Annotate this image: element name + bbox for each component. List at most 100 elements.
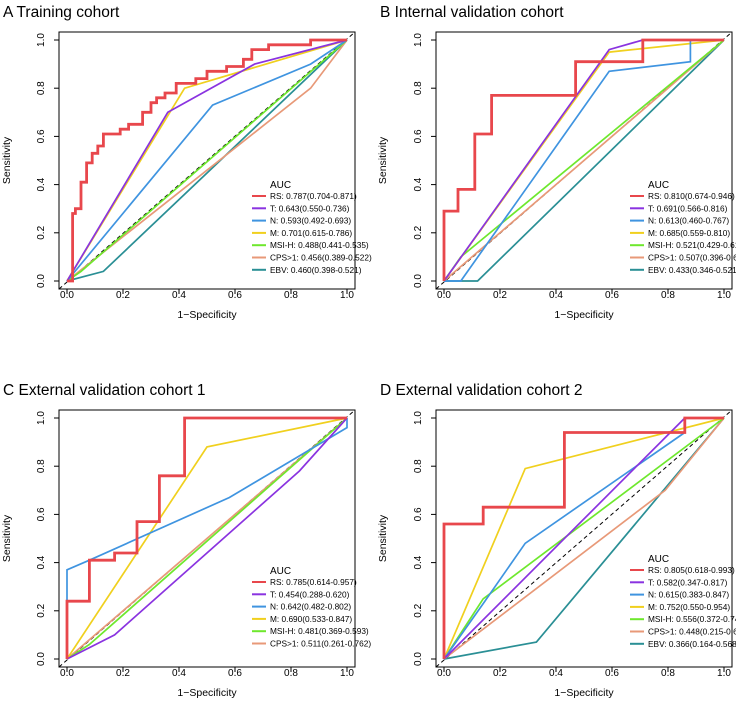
y-tick-label: 0.0 bbox=[413, 274, 424, 288]
legend-entry: T: 0.691(0.566-0.816) bbox=[648, 203, 728, 213]
x-tick-label: 0.2 bbox=[116, 668, 130, 679]
roc-curve-n bbox=[66, 418, 348, 659]
legend-entry: EBV: 0.433(0.346-0.521) bbox=[648, 265, 736, 275]
x-axis-label: 1−Specificity bbox=[177, 309, 237, 321]
panel-title: C External validation cohort 1 bbox=[3, 382, 205, 399]
legend-entry: EBV: 0.460(0.398-0.521) bbox=[270, 265, 362, 275]
reference-diagonal bbox=[436, 410, 732, 667]
legend-entry: M: 0.685(0.559-0.810) bbox=[648, 228, 730, 238]
y-tick-label: 0.6 bbox=[36, 507, 47, 521]
y-axis-label: Sensitivity bbox=[377, 514, 389, 562]
y-tick-label: 0.8 bbox=[413, 459, 424, 473]
x-tick-label: 0.0 bbox=[60, 668, 74, 679]
panel-title: A Training cohort bbox=[3, 4, 120, 21]
x-tick-label: 0.2 bbox=[493, 668, 507, 679]
y-tick-label: 0.0 bbox=[413, 652, 424, 666]
x-tick-label: 0.4 bbox=[549, 668, 563, 679]
y-tick-label: 0.4 bbox=[413, 555, 424, 569]
legend-entry: CPS>1: 0.511(0.261-0.762) bbox=[270, 639, 371, 649]
panel-d: D External validation cohort 2 0.0 0.2 0.4 0… bbox=[377, 382, 736, 699]
y-tick-label: 1.0 bbox=[36, 411, 47, 425]
plot-frame bbox=[435, 31, 733, 290]
y-tick-label: 0.8 bbox=[36, 459, 47, 473]
y-axis-label: Sensitivity bbox=[1, 514, 13, 562]
legend-entry: MSI-H: 0.488(0.441-0.535) bbox=[270, 240, 369, 250]
y-tick-label: 0.2 bbox=[36, 225, 47, 239]
panel-c: C External validation cohort 1 0.0 0.2 0.4 0… bbox=[1, 382, 371, 699]
y-tick-label: 1.0 bbox=[36, 33, 47, 47]
y-axis-label: Sensitivity bbox=[1, 136, 13, 184]
x-tick-label: 0.6 bbox=[228, 290, 242, 301]
legend-entry: N: 0.642(0.482-0.802) bbox=[270, 602, 351, 612]
roc-curve-rs bbox=[65, 416, 347, 659]
legend-entry: CPS>1: 0.448(0.215-0.680) bbox=[648, 627, 736, 637]
x-tick-label: 1.0 bbox=[340, 290, 354, 301]
panel-b: B Internal validation cohort 0.0 0.2 0.4 0.6… bbox=[377, 4, 736, 321]
roc-curve-cps-1 bbox=[66, 39, 348, 282]
y-tick-label: 0.4 bbox=[413, 177, 424, 191]
y-tick-label: 0.8 bbox=[36, 81, 47, 95]
legend-title: AUC bbox=[648, 180, 669, 191]
y-tick-label: 0.6 bbox=[36, 129, 47, 143]
legend-entry: RS: 0.785(0.614-0.957) bbox=[270, 577, 357, 587]
y-tick-label: 0.6 bbox=[413, 129, 424, 143]
y-tick-label: 0.0 bbox=[36, 274, 47, 288]
roc-curve-rs bbox=[442, 416, 724, 659]
legend-title: AUC bbox=[270, 566, 291, 577]
legend-entry: T: 0.582(0.347-0.817) bbox=[648, 577, 728, 587]
panel-a: A Training cohort 0.0 0.2 0.4 0.6 0.8 1.0 0.0 0.… bbox=[1, 4, 372, 321]
y-tick-label: 0.8 bbox=[413, 81, 424, 95]
x-axis-label: 1−Specificity bbox=[554, 309, 614, 321]
y-tick-label: 1.0 bbox=[413, 33, 424, 47]
legend-entry: MSI-H: 0.481(0.369-0.593) bbox=[270, 626, 369, 636]
y-tick-label: 0.0 bbox=[36, 652, 47, 666]
legend-entry: RS: 0.805(0.618-0.993) bbox=[648, 565, 735, 575]
legend-entry: T: 0.454(0.288-0.620) bbox=[270, 589, 350, 599]
legend-entry: CPS>1: 0.456(0.389-0.522) bbox=[270, 253, 372, 263]
legend-entry: N: 0.593(0.492-0.693) bbox=[270, 216, 351, 226]
x-tick-label: 1.0 bbox=[717, 290, 731, 301]
x-tick-label: 0.0 bbox=[60, 290, 74, 301]
legend-title: AUC bbox=[648, 554, 669, 565]
legend-entry: M: 0.752(0.550-0.954) bbox=[648, 602, 730, 612]
roc-curve-cps-1 bbox=[443, 417, 725, 660]
x-tick-label: 0.4 bbox=[172, 290, 186, 301]
x-tick-label: 1.0 bbox=[340, 668, 354, 679]
x-tick-label: 0.4 bbox=[172, 668, 186, 679]
y-tick-label: 0.2 bbox=[413, 603, 424, 617]
x-tick-label: 0.2 bbox=[493, 290, 507, 301]
x-axis-label: 1−Specificity bbox=[177, 687, 237, 699]
roc-curve-msi-h bbox=[443, 417, 725, 660]
legend-entry: RS: 0.787(0.704-0.871) bbox=[270, 191, 357, 201]
legend-entry: EBV: 0.366(0.164-0.568) bbox=[648, 639, 736, 649]
legend-entry: M: 0.690(0.533-0.847) bbox=[270, 614, 352, 624]
legend-title: AUC bbox=[270, 180, 291, 191]
x-tick-label: 0.8 bbox=[661, 290, 675, 301]
roc-curve-m bbox=[66, 417, 348, 660]
y-tick-label: 0.2 bbox=[36, 603, 47, 617]
x-tick-label: 0.0 bbox=[437, 290, 451, 301]
y-tick-label: 0.4 bbox=[36, 555, 47, 569]
roc-curve-n bbox=[66, 39, 348, 282]
x-tick-label: 1.0 bbox=[717, 668, 731, 679]
roc-curve-t bbox=[66, 39, 348, 282]
legend-entry: M: 0.701(0.615-0.786) bbox=[270, 228, 352, 238]
plot-frame bbox=[58, 31, 356, 290]
x-tick-label: 0.8 bbox=[284, 668, 298, 679]
legend-entry: RS: 0.810(0.674-0.946) bbox=[648, 191, 735, 201]
legend-entry: T: 0.643(0.550-0.736) bbox=[270, 203, 350, 213]
legend-entry: N: 0.615(0.383-0.847) bbox=[648, 590, 729, 600]
y-axis-label: Sensitivity bbox=[377, 136, 389, 184]
x-tick-label: 0.8 bbox=[284, 290, 298, 301]
plot-frame bbox=[435, 409, 733, 668]
roc-curve-rs bbox=[442, 38, 724, 281]
x-tick-label: 0.0 bbox=[437, 668, 451, 679]
roc-curve-cps-1 bbox=[443, 39, 725, 282]
y-tick-label: 0.2 bbox=[413, 225, 424, 239]
x-tick-label: 0.6 bbox=[605, 668, 619, 679]
